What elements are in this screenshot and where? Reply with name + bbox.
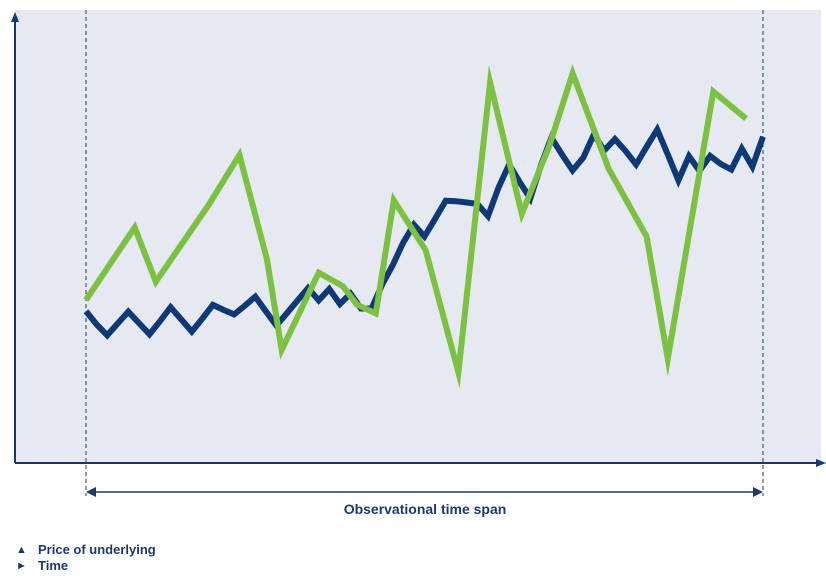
right-triangle-icon: ► — [16, 560, 27, 572]
x-axis-arrowhead — [816, 459, 826, 467]
series-line-underlying — [83, 123, 766, 340]
series-layer — [83, 64, 766, 389]
time-span-right-arrowhead — [753, 487, 763, 497]
legend: ▲ Price of underlying ► Time — [16, 542, 156, 574]
legend-time-row: ► Time — [16, 558, 156, 574]
legend-price-label: Price of underlying — [38, 542, 156, 557]
y-axis-arrowhead — [11, 12, 19, 22]
time-span-left-arrowhead — [86, 487, 96, 497]
up-triangle-icon: ▲ — [16, 544, 27, 556]
legend-price-row: ▲ Price of underlying — [16, 542, 156, 558]
series-line-comparison — [83, 64, 749, 389]
legend-time-label: Time — [38, 558, 69, 573]
time-span-label: Observational time span — [344, 501, 507, 517]
